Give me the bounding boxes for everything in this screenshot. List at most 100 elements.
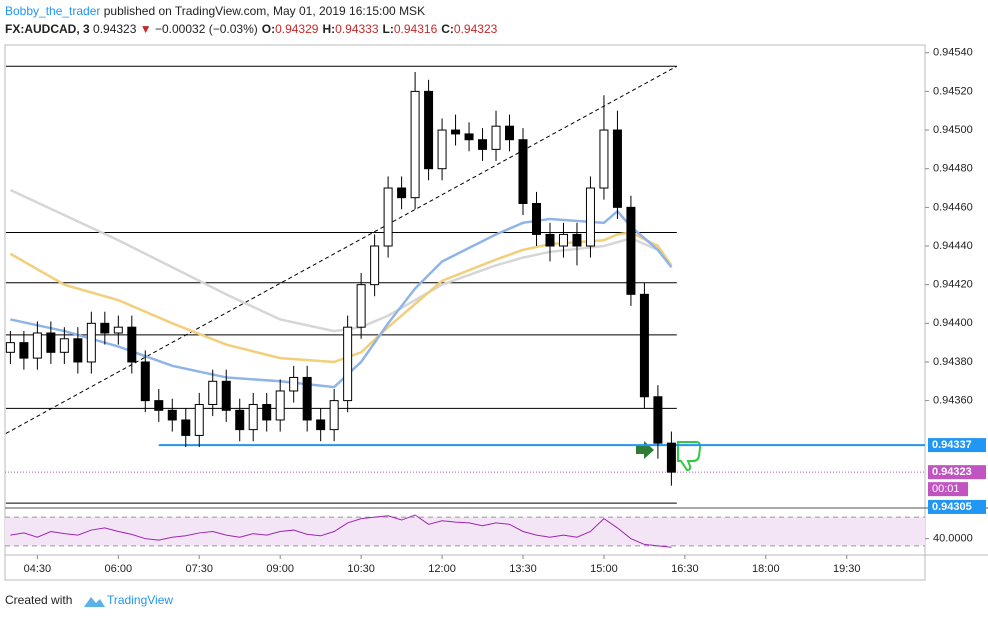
candle-body [329, 400, 339, 431]
candle-body [666, 442, 676, 473]
ohlc-label: O: [262, 22, 275, 36]
candle-body [5, 342, 15, 353]
countdown-bg [928, 482, 968, 497]
moving-average [9, 188, 673, 333]
ohlc-label: H: [322, 22, 335, 36]
bottom-label-bg [928, 499, 986, 514]
candle-body [86, 322, 96, 363]
candle-body [154, 400, 164, 411]
x-tick-label: 07:30 [185, 563, 213, 575]
trendline [5, 65, 678, 434]
candle-body [19, 342, 29, 359]
y-tick-label: 0.94420 [933, 279, 973, 291]
rsi-band [5, 517, 925, 546]
candle-body [140, 361, 150, 402]
current-label: 0.94323 [932, 466, 972, 478]
published: published on TradingView.com, May 01, 20… [104, 4, 425, 18]
y-tick-label: 0.94500 [933, 124, 973, 136]
x-tick-label: 19:30 [833, 563, 861, 575]
candle-body [262, 403, 272, 421]
candle-body [73, 338, 83, 363]
candle-body [289, 376, 299, 392]
candle-body [424, 90, 434, 170]
candle-body [208, 380, 218, 405]
candle-body [248, 403, 258, 431]
candle-body [464, 133, 474, 141]
x-tick-label: 15:00 [590, 563, 618, 575]
last-price: 0.94323 [93, 22, 137, 36]
candle-body [275, 390, 285, 421]
symbol: FX:AUDCAD, 3 [5, 22, 90, 36]
y-tick-label: 0.94400 [933, 317, 973, 329]
y-tick-label: 0.94480 [933, 163, 973, 175]
tv-logo [84, 597, 105, 607]
candle-body [113, 326, 123, 334]
candle-body [221, 380, 231, 411]
ohlc-value: 0.94333 [335, 22, 379, 36]
candle-body [478, 139, 488, 150]
countdown: 00:01 [932, 483, 960, 495]
ohlc-value: 0.94329 [275, 22, 319, 36]
thumbs-down [677, 441, 702, 472]
candle-body [343, 326, 353, 402]
symbol-line: FX:AUDCAD, 3 0.94323 ▼ −0.00032 (−0.03%)… [5, 22, 498, 36]
candle-body [545, 233, 555, 247]
header-line: Bobby_the_trader published on TradingVie… [5, 4, 425, 18]
candle-body [181, 419, 191, 436]
bottom-label: 0.94305 [932, 501, 972, 513]
candle-body [100, 322, 110, 334]
y-tick-label: 0.94540 [933, 47, 973, 59]
footer-brand: TradingView [107, 593, 173, 607]
candle-body [572, 233, 582, 247]
candle-body [599, 129, 609, 189]
candle-body [235, 409, 245, 431]
x-tick-label: 06:00 [105, 563, 133, 575]
candle-body [32, 332, 42, 359]
candle-body [397, 187, 407, 199]
x-tick-label: 09:00 [266, 563, 294, 575]
rsi-line [10, 514, 672, 548]
candle-body [316, 419, 326, 431]
change: −0.00032 (−0.03%) [155, 22, 258, 36]
candle-body [59, 338, 69, 353]
x-tick-label: 12:00 [428, 563, 456, 575]
candle-body [518, 139, 528, 204]
author: Bobby_the_trader [5, 4, 100, 18]
candle-body [531, 202, 541, 235]
candle-body [558, 233, 568, 247]
ohlc-value: 0.94316 [394, 22, 438, 36]
support-label-bg [928, 438, 986, 453]
candle-body [383, 187, 393, 247]
candle-body [653, 396, 663, 444]
candle-body [127, 326, 137, 363]
candle-body [437, 129, 447, 170]
candle-body [451, 129, 461, 135]
y-tick-label: 0.94460 [933, 201, 973, 213]
candle-body [410, 90, 420, 199]
y-tick-label: 0.94360 [933, 395, 973, 407]
candle-body [639, 293, 649, 398]
arrow: ▼ [140, 22, 152, 36]
candle-body [302, 376, 312, 421]
y-tick-label: 0.94520 [933, 85, 973, 97]
candle-body [370, 245, 380, 286]
rsi-tick-label: 40.0000 [933, 533, 973, 545]
current-label-bg [928, 465, 986, 480]
y-tick-label: 0.94380 [933, 356, 973, 368]
green-arrow [636, 441, 654, 459]
moving-average [9, 231, 673, 364]
candle-body [585, 187, 595, 247]
ohlc-label: C: [441, 22, 454, 36]
x-tick-label: 18:00 [752, 563, 780, 575]
plot [5, 65, 925, 504]
candle-body [505, 125, 515, 141]
x-tick-label: 10:30 [347, 563, 375, 575]
ohlc: O:0.94329 H:0.94333 L:0.94316 C:0.94323 [262, 22, 498, 36]
x-tick-label: 13:30 [509, 563, 537, 575]
candle-body [46, 332, 56, 353]
ohlc-label: L: [383, 22, 394, 36]
candle-body [491, 125, 501, 150]
candle-body [167, 409, 177, 421]
